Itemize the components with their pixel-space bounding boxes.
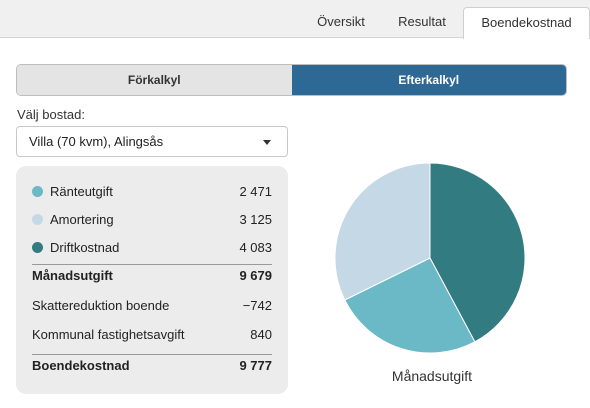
tax-reduction-row: Skattereduktion boende −742	[32, 295, 272, 315]
cost-row-driftkostnad: Driftkostnad 4 083	[32, 237, 272, 257]
pie-slice-driftkostnad	[429, 162, 526, 343]
cost-value: 4 083	[239, 239, 272, 255]
calc-mode-toggle: Förkalkyl Efterkalkyl	[16, 64, 567, 96]
housing-cost-total-row: Boendekostnad 9 777	[32, 355, 272, 375]
forkalkyl-button[interactable]: Förkalkyl	[17, 65, 292, 95]
cost-label: Ränteutgift	[50, 183, 113, 199]
legend-dot-icon	[32, 213, 43, 225]
tab-boendekostnad[interactable]: Boendekostnad	[463, 7, 590, 39]
cost-value: 2 471	[239, 183, 272, 199]
pie-svg	[334, 162, 526, 354]
cost-label: Amortering	[50, 211, 114, 227]
fee-value: 840	[250, 326, 272, 342]
monthly-cost-pie-chart	[330, 158, 530, 358]
tab-oversikt[interactable]: Översikt	[317, 14, 365, 29]
pie-slice-amortering	[334, 162, 431, 301]
divider	[32, 264, 272, 265]
pie-slice-ränteutgift	[344, 257, 476, 354]
monthly-label: Månadsutgift	[32, 267, 113, 283]
cost-row-ranteutgift: Ränteutgift 2 471	[32, 181, 272, 201]
housing-select[interactable]: Villa (70 kvm), Alingsås	[16, 126, 288, 157]
housing-select-label: Välj bostad:	[17, 107, 85, 122]
total-label: Boendekostnad	[32, 357, 130, 373]
tab-resultat[interactable]: Resultat	[398, 14, 446, 29]
property-fee-row: Kommunal fastighetsavgift 840	[32, 324, 272, 344]
legend-dot-icon	[32, 241, 43, 253]
pie-chart-title: Månadsutgift	[391, 368, 473, 384]
caret-down-icon	[263, 140, 271, 145]
cost-label: Driftkostnad	[50, 239, 120, 255]
efterkalkyl-button[interactable]: Efterkalkyl	[291, 65, 566, 95]
legend-dot-icon	[32, 185, 43, 197]
cost-row-amortering: Amortering 3 125	[32, 209, 272, 229]
cost-value: 3 125	[239, 211, 272, 227]
housing-select-value: Villa (70 kvm), Alingsås	[29, 134, 164, 149]
tax-value: −742	[242, 297, 272, 313]
cost-summary-panel: Ränteutgift 2 471 Amortering 3 125 Drift…	[16, 166, 288, 394]
monthly-value: 9 679	[239, 267, 272, 283]
tax-label: Skattereduktion boende	[32, 297, 170, 313]
divider	[32, 354, 272, 355]
monthly-total-row: Månadsutgift 9 679	[32, 265, 272, 285]
fee-label: Kommunal fastighetsavgift	[32, 326, 185, 342]
tab-bar: Översikt Resultat Boendekostnad	[0, 0, 590, 39]
total-value: 9 777	[239, 357, 272, 373]
